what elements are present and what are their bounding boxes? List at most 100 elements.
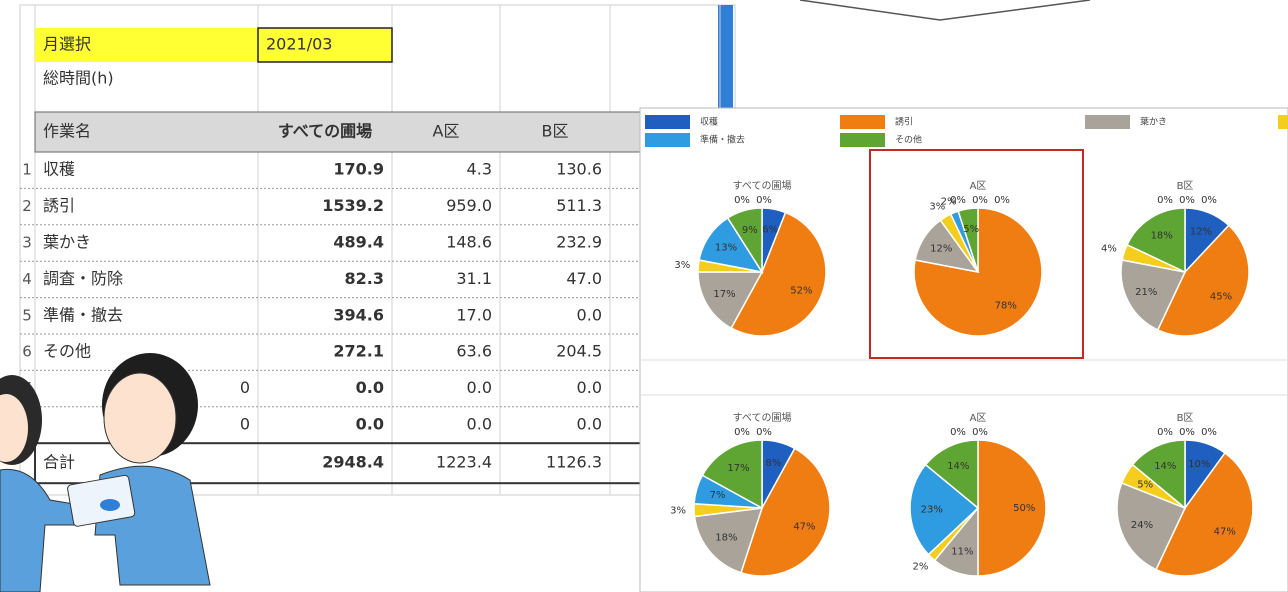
data-label: 0%	[1179, 195, 1195, 206]
cell-text: B区	[542, 122, 569, 141]
data-label: 0%	[756, 427, 772, 438]
cell-text: 総時間(h)	[43, 69, 114, 88]
cell-text: 0.0	[356, 378, 384, 397]
arrow-shape	[800, 0, 1090, 20]
legend-swatch	[645, 133, 690, 147]
cell-text: A区	[433, 122, 460, 141]
data-label: 4%	[1101, 244, 1117, 255]
cell-text: 82.3	[345, 269, 384, 288]
cell-text: 489.4	[333, 233, 384, 252]
legend-swatch	[840, 115, 885, 129]
pie-title: A区	[970, 412, 987, 424]
data-label: 47%	[793, 521, 815, 532]
pie-title: B区	[1177, 412, 1194, 424]
data-label: 50%	[1013, 503, 1035, 514]
pie-title: すべての圃場	[733, 179, 792, 192]
legend-swatch	[645, 115, 690, 129]
cell-text: 0.0	[577, 305, 602, 324]
pie-title: A区	[970, 180, 987, 192]
legend-swatch	[1085, 115, 1130, 129]
cell-text: 1539.2	[322, 196, 384, 215]
cell-text: 2948.4	[322, 453, 384, 472]
data-label: 0%	[950, 427, 966, 438]
cell-text: 作業名	[43, 122, 91, 141]
legend-label: 葉かき	[1140, 116, 1167, 128]
data-label: 18%	[1151, 230, 1173, 241]
tablet-icon	[100, 499, 120, 511]
row-number: 2	[22, 197, 32, 215]
cell-text: 調査・防除	[43, 269, 123, 288]
cell-text: その他	[43, 342, 91, 361]
cell-text: 0	[240, 415, 250, 434]
data-label: 17%	[727, 463, 749, 474]
cell-text: 31.1	[456, 269, 492, 288]
data-label: 24%	[1131, 520, 1153, 531]
data-label: 0%	[756, 195, 772, 206]
row-number: 3	[22, 234, 32, 252]
cell-text: 170.9	[333, 160, 384, 179]
data-label: 0%	[1179, 427, 1195, 438]
data-label: 0%	[734, 195, 750, 206]
data-label: 3%	[670, 506, 686, 517]
data-label: 0%	[1201, 427, 1217, 438]
cell-text: 232.9	[556, 233, 602, 252]
data-label: 11%	[951, 547, 973, 558]
legend-swatch	[840, 133, 885, 147]
data-label: 0%	[972, 427, 988, 438]
cell-text: 17.0	[456, 305, 492, 324]
data-label: 3%	[674, 260, 690, 271]
row-number: 1	[22, 161, 32, 179]
cell-text: 47.0	[566, 269, 602, 288]
cell-text: 0	[240, 378, 250, 397]
data-label: 2%	[941, 196, 957, 207]
cell-text: 511.3	[556, 196, 602, 215]
data-label: 5%	[963, 224, 979, 235]
cell-text: 0.0	[467, 415, 492, 434]
cell-text: 272.1	[333, 342, 384, 361]
data-label: 12%	[1190, 227, 1212, 238]
cell-text: 0.0	[467, 378, 492, 397]
cell-text: 収穫	[43, 160, 75, 179]
cell-text: 葉かき	[43, 233, 91, 252]
cell-text: 1223.4	[436, 453, 492, 472]
data-label: 78%	[995, 301, 1017, 312]
legend-label: 収穫	[700, 116, 718, 128]
data-label: 6%	[762, 224, 778, 235]
legend-label: その他	[895, 134, 922, 146]
row-number: 4	[22, 270, 32, 288]
cell-text: 148.6	[446, 233, 492, 252]
data-label: 13%	[715, 243, 737, 254]
legend-swatch	[1278, 115, 1288, 129]
data-label: 0%	[734, 427, 750, 438]
legend-label: 誘引	[895, 116, 913, 128]
cell-text: 0.0	[577, 415, 602, 434]
data-label: 5%	[1137, 479, 1153, 490]
legend-label: 準備・撤去	[700, 134, 745, 146]
cell-text: 0.0	[356, 415, 384, 434]
screenshot: 月選択2021/03総時間(h)作業名すべての圃場A区B区1収穫170.94.3…	[0, 0, 1288, 592]
data-label: 9%	[742, 225, 758, 236]
cell-text: 394.6	[333, 305, 384, 324]
cell-text: 4.3	[467, 160, 492, 179]
data-label: 17%	[713, 289, 735, 300]
data-label: 45%	[1210, 291, 1232, 302]
data-label: 10%	[1188, 459, 1210, 470]
cell-text: 月選択	[43, 35, 91, 54]
person-face	[104, 373, 176, 463]
data-label: 2%	[913, 561, 929, 572]
row-number: 5	[22, 306, 32, 324]
data-label: 23%	[921, 504, 943, 515]
pie-title: B区	[1177, 180, 1194, 192]
cell-text: 準備・撤去	[43, 305, 123, 324]
data-label: 0%	[972, 195, 988, 206]
cell-text: すべての圃場	[278, 122, 372, 141]
data-label: 18%	[715, 532, 737, 543]
cell-text: 130.6	[556, 160, 602, 179]
cell-text: 2021/03	[266, 35, 332, 54]
data-label: 21%	[1135, 287, 1157, 298]
data-label: 0%	[1157, 427, 1173, 438]
cell-text: 959.0	[446, 196, 492, 215]
data-label: 14%	[947, 461, 969, 472]
data-label: 0%	[1201, 195, 1217, 206]
data-label: 7%	[710, 490, 726, 501]
